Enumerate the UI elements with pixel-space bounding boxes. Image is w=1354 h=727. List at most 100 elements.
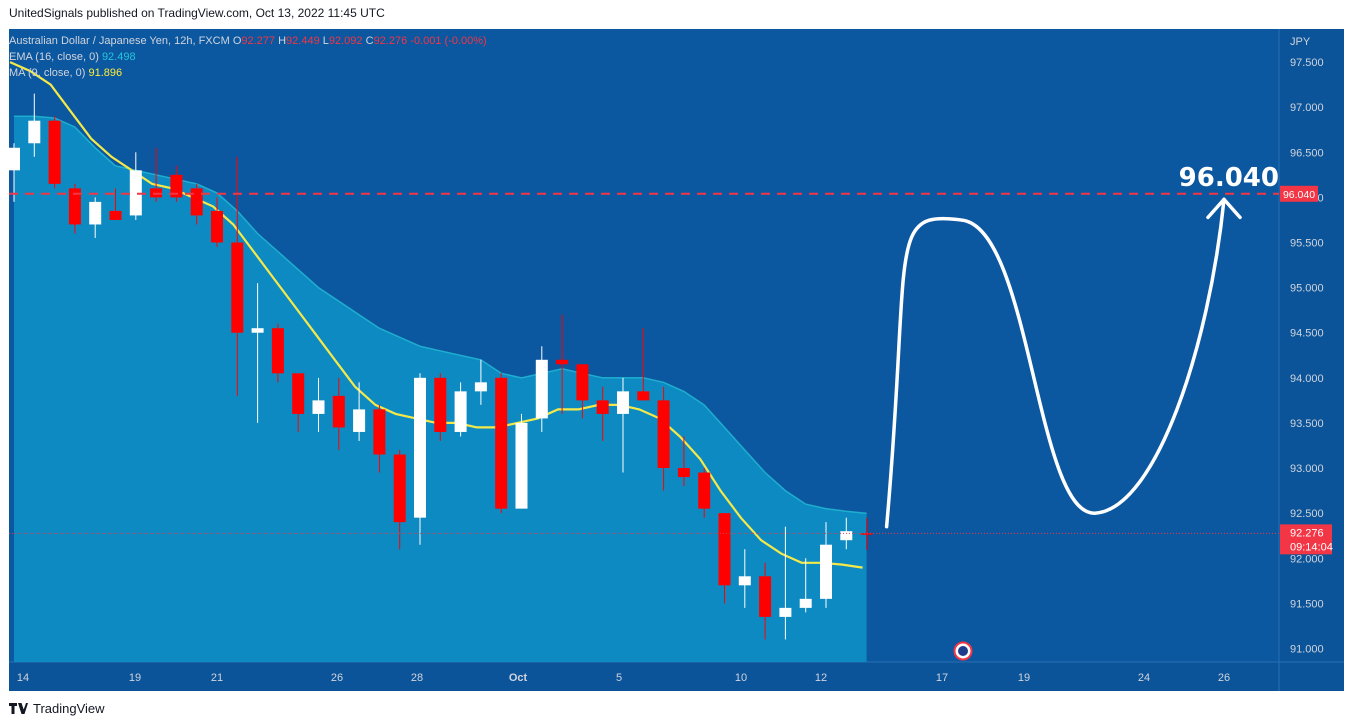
candle-body — [779, 607, 792, 617]
candle-body — [617, 391, 629, 414]
legend-ma-label: MA (9, close, 0) — [9, 67, 86, 79]
candle-body — [373, 409, 386, 455]
y-tick-label: 94.000 — [1290, 373, 1324, 385]
target-axis-badge — [1280, 185, 1318, 202]
last-price-label: 92.276 — [1290, 527, 1324, 539]
y-tick-label: 93.500 — [1290, 418, 1324, 430]
candle-body — [68, 188, 81, 225]
x-tick-label: Oct — [509, 672, 528, 684]
candle-body — [860, 533, 873, 535]
legend-close-value: 92.276 — [373, 35, 408, 47]
candle-body — [9, 147, 20, 171]
x-tick-label: 26 — [331, 672, 343, 684]
legend-ema-label: EMA (16, close, 0) — [9, 51, 99, 63]
legend-open-value: 92.277 — [241, 35, 276, 47]
legend-high-label: H — [278, 35, 287, 47]
x-tick-label: 19 — [129, 672, 141, 684]
candle-body — [576, 364, 589, 401]
candle-body — [698, 472, 711, 509]
legend-row-ma[interactable]: MA (9, close, 0) 91.896 — [9, 65, 487, 81]
y-tick-label: 93.000 — [1290, 463, 1324, 475]
candle-body — [190, 188, 203, 216]
last-price-badge — [1280, 524, 1332, 555]
candle-body — [454, 391, 467, 432]
tradingview-logo-icon — [9, 703, 28, 714]
candle-body — [677, 468, 690, 478]
candle-body — [799, 598, 812, 608]
candle-body — [414, 377, 426, 518]
candle-body — [211, 210, 223, 243]
currency-label: JPY — [1290, 36, 1311, 48]
candle-body — [718, 513, 731, 586]
candle-body — [393, 454, 406, 523]
y-tick-label: 91.500 — [1290, 598, 1324, 610]
candle-body — [332, 395, 345, 428]
candle-body — [535, 359, 548, 419]
projection-curve — [884, 197, 1226, 529]
legend-low-label: L — [322, 35, 329, 47]
candle-body — [434, 377, 447, 432]
y-tick-label: 95.000 — [1290, 283, 1324, 295]
legend-low-value: 92.092 — [328, 35, 363, 47]
publisher-line: UnitedSignals published on TradingView.c… — [9, 6, 385, 20]
x-tick-label: 19 — [1018, 672, 1030, 684]
x-tick-label: 28 — [411, 672, 423, 684]
x-tick-label: 10 — [735, 672, 747, 684]
candle-body — [596, 400, 609, 414]
legend-high-value: 92.449 — [286, 35, 320, 47]
y-tick-label: 95.500 — [1290, 237, 1324, 249]
candle-body — [637, 391, 650, 401]
event-flag-icon — [953, 641, 973, 661]
y-tick-label: 92.000 — [1290, 553, 1324, 565]
candle-body — [231, 242, 244, 333]
candle-body — [129, 170, 142, 216]
candle-body — [251, 328, 264, 333]
y-tick-label: 96.500 — [1290, 147, 1324, 159]
candle-body — [495, 377, 508, 509]
x-tick-label: 21 — [211, 672, 223, 684]
candle-body — [738, 576, 751, 586]
chart-legend: Australian Dollar / Japanese Yen, 12h, F… — [9, 33, 487, 81]
countdown-label: 09:14:04 — [1290, 541, 1333, 553]
footer-brand[interactable]: TradingView — [33, 701, 105, 716]
candle-body — [515, 422, 528, 509]
candle-body — [48, 120, 61, 184]
target-axis-label: 96.040 — [1283, 189, 1315, 201]
x-tick-label: 12 — [815, 672, 827, 684]
candle-body — [759, 576, 772, 617]
candle-body — [271, 328, 284, 374]
y-tick-label: 92.500 — [1290, 508, 1324, 520]
legend-ma-value: 91.896 — [88, 67, 123, 79]
y-tick-label: 94.500 — [1290, 328, 1324, 340]
event-icon-center — [958, 646, 968, 656]
candle-body — [820, 544, 832, 599]
candle-body — [292, 373, 305, 414]
candle-body — [312, 400, 325, 414]
candle-body — [28, 120, 41, 144]
legend-change: -0.001 (-0.00%) — [410, 35, 487, 47]
legend-close-label: C — [365, 35, 374, 47]
legend-row-ema[interactable]: EMA (16, close, 0) 92.498 — [9, 49, 487, 65]
candle-body — [109, 210, 122, 220]
legend-ema-value: 92.498 — [101, 51, 136, 63]
projection-arrowhead — [1206, 197, 1242, 220]
x-tick-label: 24 — [1138, 672, 1150, 684]
y-tick-label: 91.000 — [1290, 643, 1324, 655]
x-tick-label: 5 — [616, 672, 622, 684]
candle-body — [556, 359, 569, 365]
candle-body — [474, 382, 487, 392]
target-value-label: 96.040 — [1179, 163, 1279, 193]
candle-body — [840, 531, 853, 541]
y-tick-label: 97.500 — [1290, 57, 1324, 69]
x-tick-label: 14 — [17, 672, 29, 684]
chart-area[interactable]: 96.040JPY97.50097.00096.50096.00095.5009… — [9, 29, 1344, 691]
candle-body — [170, 174, 183, 198]
legend-row-main: Australian Dollar / Japanese Yen, 12h, F… — [9, 33, 487, 49]
candle-body — [89, 201, 102, 225]
price-chart[interactable]: 96.040JPY97.50097.00096.50096.00095.5009… — [9, 29, 1344, 691]
candles-group — [9, 93, 873, 640]
candle-body — [657, 400, 670, 469]
footer: TradingView — [9, 701, 105, 716]
legend-symbol[interactable]: Australian Dollar / Japanese Yen, 12h, F… — [9, 35, 230, 47]
x-tick-label: 26 — [1218, 672, 1230, 684]
